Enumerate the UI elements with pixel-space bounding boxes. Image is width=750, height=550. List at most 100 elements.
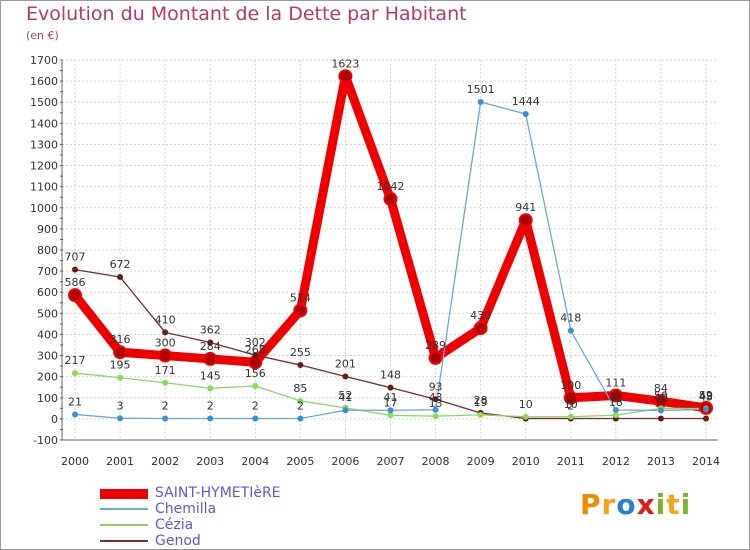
y-tick-label: 1400: [30, 117, 58, 130]
data-label: 49: [699, 390, 713, 403]
data-label: 18: [609, 396, 623, 409]
x-tick-label: 2014: [692, 455, 720, 468]
data-label: 316: [110, 333, 131, 346]
data-point: [387, 384, 394, 391]
data-label: 156: [245, 367, 266, 380]
data-point: [252, 352, 259, 359]
data-point: [297, 397, 304, 404]
data-point: [522, 111, 529, 118]
data-point: [383, 191, 398, 206]
data-point: [432, 396, 439, 403]
data-point: [387, 407, 394, 414]
data-label: 707: [65, 251, 86, 264]
y-tick-label: 1500: [30, 96, 58, 109]
data-label: 941: [515, 201, 536, 214]
data-point: [158, 348, 173, 363]
data-label: 217: [65, 354, 86, 367]
data-label: 41: [338, 391, 352, 404]
legend-swatch-chemilla: [100, 508, 148, 510]
data-point: [477, 99, 484, 106]
data-label: 1042: [377, 180, 405, 193]
legend-label-chemilla: Chemilla: [155, 501, 217, 517]
x-tick-label: 2007: [377, 455, 405, 468]
data-point: [612, 407, 619, 414]
data-point: [342, 373, 349, 380]
data-point: [387, 412, 394, 419]
y-tick-label: 1200: [30, 160, 58, 173]
logo-letter: t: [666, 488, 681, 521]
data-point: [522, 413, 529, 420]
data-point: [297, 362, 304, 369]
data-point: [608, 388, 623, 403]
data-label: 302: [245, 336, 266, 349]
data-label: 1501: [467, 83, 495, 96]
data-point: [117, 374, 124, 381]
data-label: 28: [474, 394, 488, 407]
y-tick-label: 1700: [30, 54, 58, 67]
data-label: 93: [429, 380, 443, 393]
legend-label-genod: Genod: [155, 533, 201, 549]
x-tick-label: 2004: [241, 455, 269, 468]
data-label: 586: [65, 276, 86, 289]
data-point: [72, 266, 78, 273]
x-tick-label: 2009: [467, 455, 495, 468]
data-point: [293, 303, 308, 318]
x-tick-label: 2003: [196, 455, 224, 468]
y-tick-label: 1300: [30, 138, 58, 151]
data-label: 201: [335, 357, 356, 370]
data-label: 40: [654, 391, 668, 404]
data-point: [72, 370, 78, 377]
data-label: 300: [155, 337, 176, 350]
y-tick-label: 1000: [30, 202, 58, 215]
data-label: 2: [567, 399, 574, 412]
y-tick-label: 1600: [30, 75, 58, 88]
data-point: [612, 412, 619, 419]
data-point: [68, 288, 82, 303]
x-tick-label: 2005: [286, 455, 314, 468]
data-label: 255: [290, 346, 311, 359]
data-point: [162, 379, 169, 386]
logo-letter: r: [601, 488, 617, 521]
y-tick-label: 500: [37, 307, 58, 320]
data-label: 52: [699, 389, 713, 402]
y-tick-label: 600: [37, 286, 58, 299]
chart-subtitle: (en €): [26, 29, 59, 42]
data-point: [563, 390, 578, 405]
data-label: 171: [155, 364, 176, 377]
y-tick-label: 900: [37, 223, 58, 236]
data-label: 145: [200, 369, 221, 382]
logo-letter: P: [580, 488, 602, 521]
data-label: 2: [162, 399, 169, 412]
data-label: 148: [380, 369, 401, 382]
data-label: 17: [384, 396, 398, 409]
data-point: [657, 415, 664, 422]
data-point: [207, 415, 214, 422]
y-tick-label: 1100: [30, 181, 58, 194]
y-tick-label: -100: [33, 434, 58, 447]
legend-label-cezia: Cézia: [155, 517, 194, 533]
legend-swatch-cezia: [100, 524, 148, 526]
data-label: 42: [609, 391, 623, 404]
data-label: 284: [200, 340, 221, 353]
data-label: 2: [252, 399, 259, 412]
data-label: 514: [290, 291, 311, 304]
data-label: 418: [560, 312, 581, 325]
data-label: 111: [605, 376, 626, 389]
data-point: [342, 407, 349, 414]
data-label: 3: [117, 399, 124, 412]
data-point: [473, 321, 488, 336]
data-label: 410: [155, 313, 176, 326]
data-point: [657, 407, 664, 414]
y-tick-label: 200: [37, 371, 58, 384]
data-point: [113, 345, 128, 360]
y-tick-label: 800: [37, 244, 58, 257]
data-point: [703, 415, 709, 422]
data-label: 85: [293, 382, 307, 395]
data-label: 41: [384, 391, 398, 404]
y-tick-label: 300: [37, 350, 58, 363]
data-point: [428, 350, 443, 365]
x-tick-label: 2010: [512, 455, 540, 468]
logo-letter: i: [655, 488, 667, 521]
data-point: [162, 329, 169, 336]
data-label: 268: [245, 343, 266, 356]
